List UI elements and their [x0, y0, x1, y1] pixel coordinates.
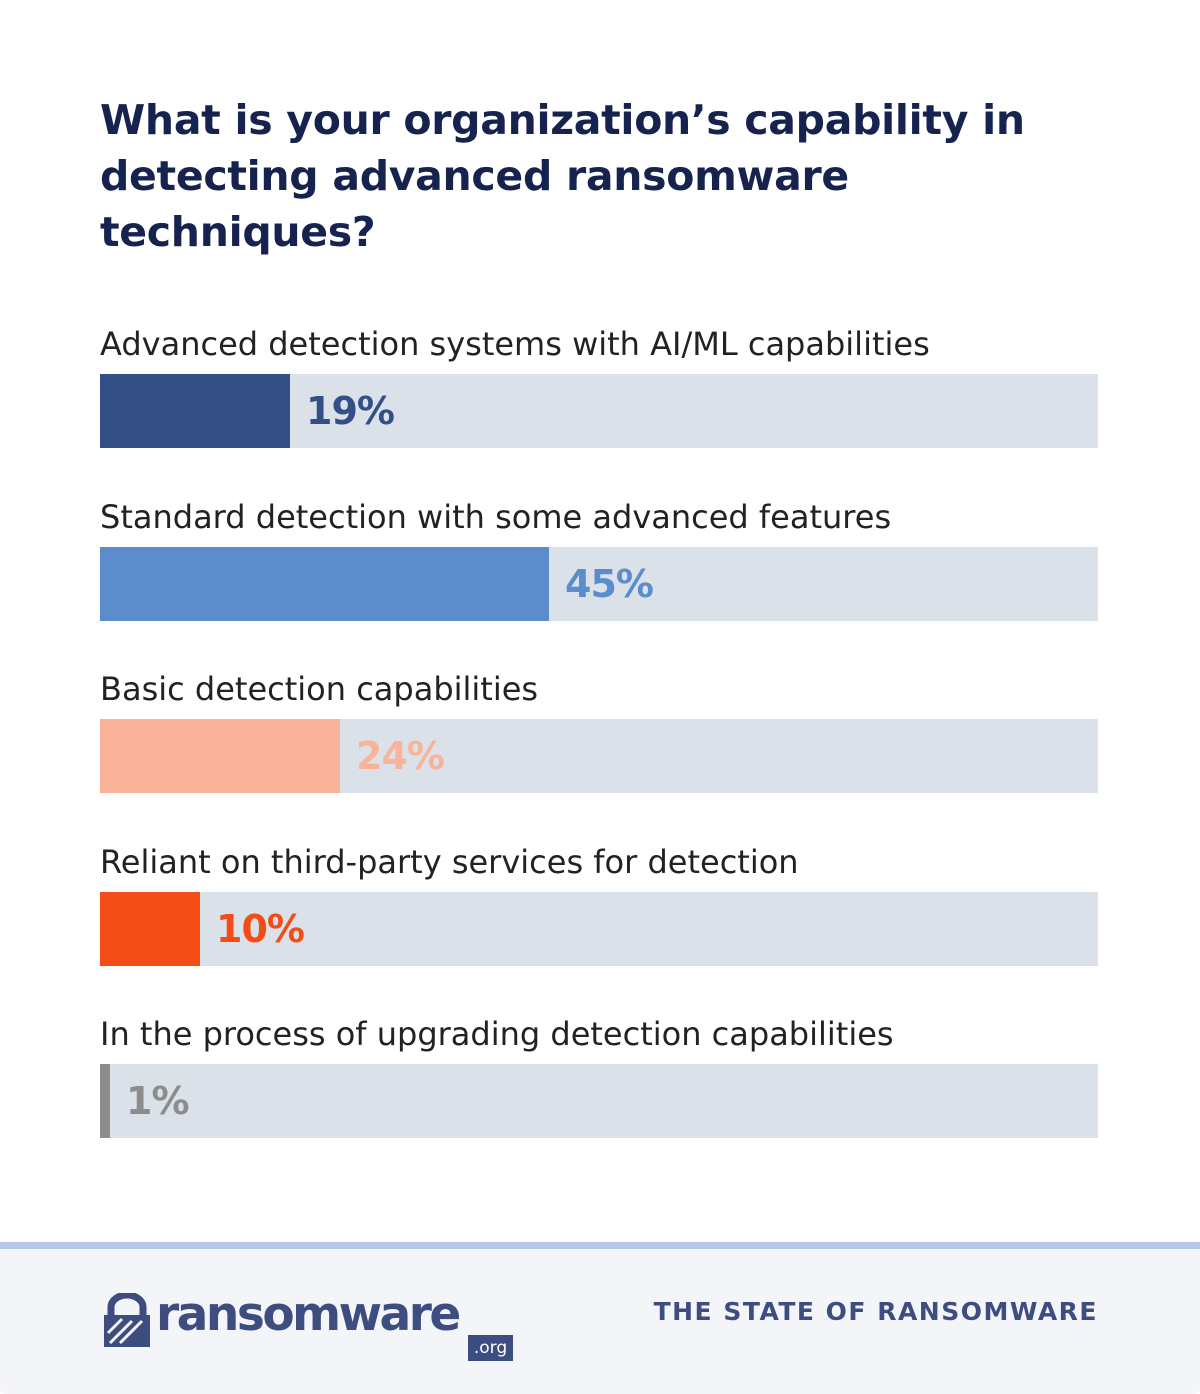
report-tagline: THE STATE OF RANSOMWARE [653, 1297, 1098, 1326]
bar-label: In the process of upgrading detection ca… [100, 1015, 894, 1053]
bar [100, 374, 290, 448]
bar [100, 1064, 110, 1138]
bar [100, 719, 340, 793]
chart-title: What is your organization’s capability i… [100, 96, 1025, 256]
bar-track: 45% [100, 547, 1098, 621]
bar-label: Reliant on third-party services for dete… [100, 843, 799, 881]
bar-track: 10% [100, 892, 1098, 966]
bar-value-label: 45% [565, 562, 654, 606]
bar-label: Advanced detection systems with AI/ML ca… [100, 325, 930, 363]
ransomware-logo: ransomware .org [102, 1287, 522, 1369]
bar-label: Standard detection with some advanced fe… [100, 498, 892, 536]
bar [100, 547, 549, 621]
bar-chart: Advanced detection systems with AI/ML ca… [100, 325, 1098, 1138]
padlock-icon [104, 1293, 150, 1347]
logo-wordmark: ransomware [156, 1287, 461, 1342]
bar-track: 24% [100, 719, 1098, 793]
bar-track: 19% [100, 374, 1098, 448]
bar-label: Basic detection capabilities [100, 670, 539, 708]
bar-value-label: 1% [126, 1079, 190, 1123]
bar [100, 892, 200, 966]
footer: ransomware .org THE STATE OF RANSOMWARE [0, 1242, 1200, 1394]
bar-track: 1% [100, 1064, 1098, 1138]
bar-value-label: 24% [356, 734, 445, 778]
bar-value-label: 10% [216, 907, 305, 951]
bar-value-label: 19% [306, 389, 395, 433]
logo-domain-badge: .org [468, 1335, 513, 1361]
